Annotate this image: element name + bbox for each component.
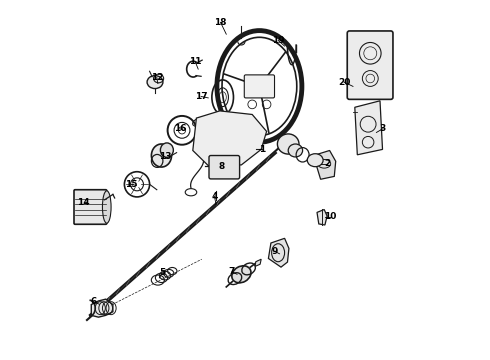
FancyBboxPatch shape <box>347 31 393 99</box>
Ellipse shape <box>277 134 299 154</box>
Polygon shape <box>91 299 113 317</box>
Text: 17: 17 <box>195 92 207 101</box>
Text: 16: 16 <box>174 125 187 134</box>
Ellipse shape <box>147 76 163 89</box>
Ellipse shape <box>307 154 323 167</box>
Polygon shape <box>255 259 261 266</box>
Ellipse shape <box>102 191 111 223</box>
Text: 14: 14 <box>77 198 90 207</box>
Text: 15: 15 <box>125 180 138 189</box>
Text: 19: 19 <box>272 36 284 45</box>
Text: 4: 4 <box>211 192 218 201</box>
FancyBboxPatch shape <box>209 156 240 179</box>
Ellipse shape <box>288 144 303 157</box>
Text: 1: 1 <box>259 145 266 154</box>
Polygon shape <box>355 101 383 155</box>
Text: 9: 9 <box>271 247 278 256</box>
Polygon shape <box>193 111 267 166</box>
Ellipse shape <box>232 266 251 283</box>
Text: 18: 18 <box>214 18 227 27</box>
Text: 7: 7 <box>229 267 235 276</box>
Ellipse shape <box>160 143 173 157</box>
Text: 6: 6 <box>91 297 97 306</box>
Text: 10: 10 <box>324 212 337 221</box>
Polygon shape <box>314 150 336 179</box>
Text: 13: 13 <box>159 152 171 161</box>
Text: 2: 2 <box>324 159 330 168</box>
Ellipse shape <box>151 144 172 167</box>
FancyBboxPatch shape <box>245 75 274 98</box>
FancyBboxPatch shape <box>74 190 107 224</box>
Text: 5: 5 <box>159 269 165 277</box>
Text: 8: 8 <box>219 162 225 171</box>
Text: 20: 20 <box>338 78 350 87</box>
Text: 3: 3 <box>379 125 386 134</box>
Text: 11: 11 <box>189 57 201 66</box>
Text: 12: 12 <box>150 73 163 82</box>
Polygon shape <box>269 238 289 267</box>
Polygon shape <box>317 210 327 225</box>
